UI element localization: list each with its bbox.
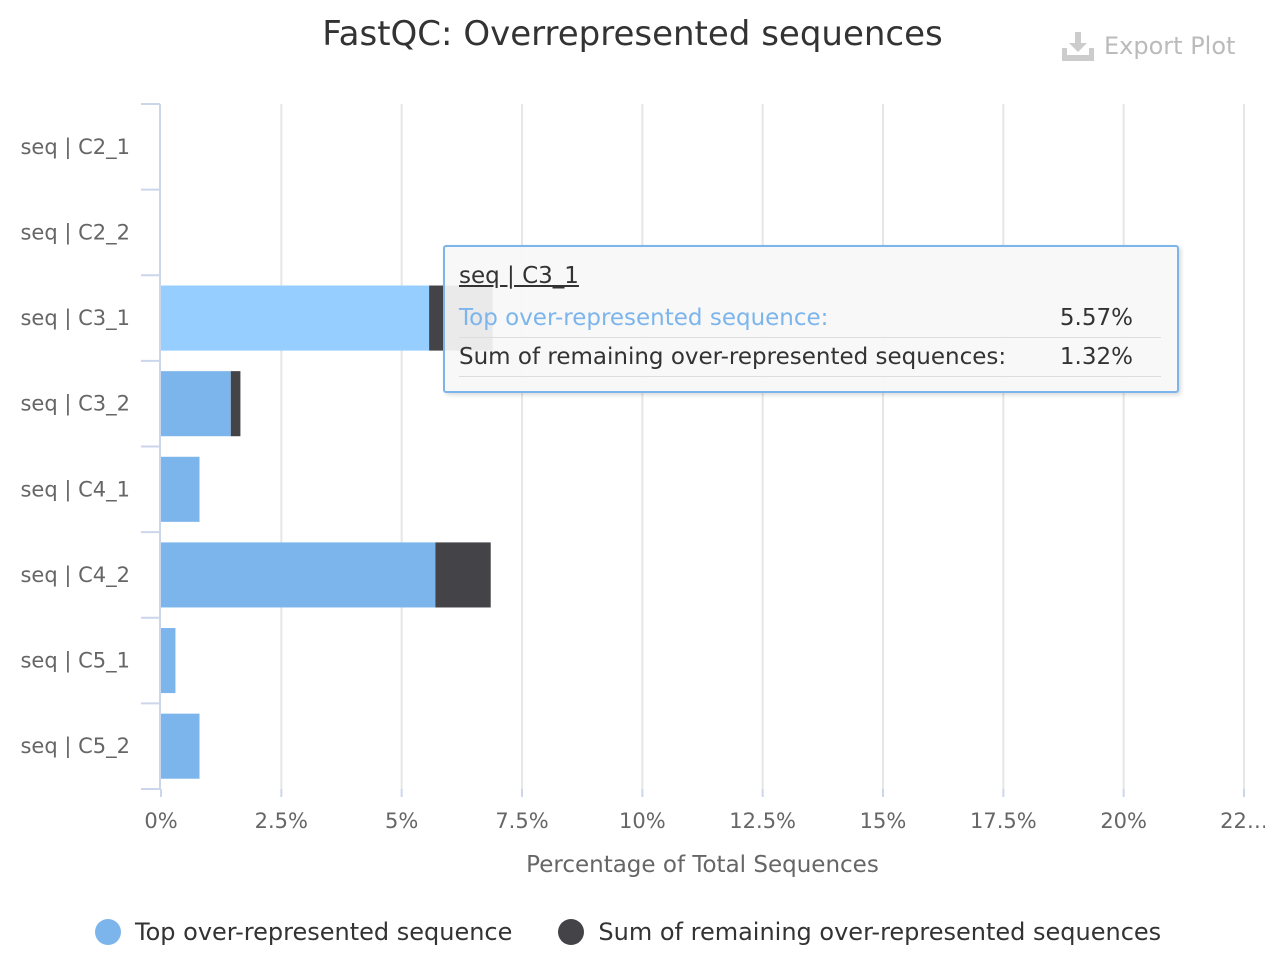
x-axis-tick-label: 5% xyxy=(385,809,418,833)
tooltip-series-value: 5.57% xyxy=(1059,305,1133,331)
bar-top-sequence xyxy=(161,456,200,522)
tooltip-series-value: 1.32% xyxy=(1059,344,1133,370)
x-axis-tick-label: 22… xyxy=(1220,809,1265,833)
y-axis-category-label: seq | C3_2 xyxy=(20,392,130,417)
legend-label-top: Top over-represented sequence xyxy=(135,918,513,946)
bar-remaining-sequences xyxy=(435,542,491,608)
chart-title: FastQC: Overrepresented sequences xyxy=(322,14,943,54)
x-axis-tick-label: 2.5% xyxy=(255,809,308,833)
y-axis-category-label: seq | C2_2 xyxy=(20,220,130,245)
tooltip-series-name: Sum of remaining over-represented sequen… xyxy=(459,344,1007,370)
legend-marker-top xyxy=(95,919,121,945)
tooltip-row-remaining: Sum of remaining over-represented sequen… xyxy=(459,338,1161,377)
tooltip: seq | C3_1 Top over-represented sequence… xyxy=(443,245,1179,393)
y-axis-category-label: seq | C3_1 xyxy=(20,306,130,331)
x-axis-tick-label: 7.5% xyxy=(495,809,548,833)
x-axis-title: Percentage of Total Sequences xyxy=(526,852,879,878)
legend: Top over-represented sequence Sum of rem… xyxy=(95,918,1161,946)
y-axis-category-label: seq | C2_1 xyxy=(20,135,130,160)
legend-item-remaining[interactable]: Sum of remaining over-represented sequen… xyxy=(558,918,1161,946)
legend-item-top[interactable]: Top over-represented sequence xyxy=(95,918,512,946)
tooltip-header: seq | C3_1 xyxy=(459,263,579,289)
download-icon xyxy=(1060,30,1096,62)
export-plot-label: Export Plot xyxy=(1104,32,1236,60)
export-plot-button[interactable]: Export Plot xyxy=(1060,26,1235,66)
bar-top-sequence xyxy=(161,371,231,437)
bar-top-sequence xyxy=(161,285,430,351)
x-axis-tick-label: 20% xyxy=(1100,809,1147,833)
y-axis-category-label: seq | C4_2 xyxy=(20,563,130,588)
y-axis-category-label: seq | C5_1 xyxy=(20,649,130,674)
tooltip-series-name: Top over-represented sequence: xyxy=(459,305,829,331)
legend-label-remaining: Sum of remaining over-represented sequen… xyxy=(598,918,1162,946)
x-axis-tick-label: 0% xyxy=(144,809,177,833)
bar-top-sequence xyxy=(161,628,176,694)
y-axis-category-label: seq | C5_2 xyxy=(20,734,130,759)
x-axis-tick-label: 10% xyxy=(619,809,666,833)
bar-top-sequence xyxy=(161,713,200,779)
x-axis-tick-label: 12.5% xyxy=(729,809,796,833)
bar-top-sequence xyxy=(161,542,436,608)
x-axis-tick-label: 17.5% xyxy=(970,809,1037,833)
bar-remaining-sequences xyxy=(230,371,241,437)
tooltip-row-top: Top over-represented sequence: 5.57% xyxy=(459,299,1161,338)
x-axis-tick-label: 15% xyxy=(860,809,907,833)
legend-marker-remaining xyxy=(558,919,585,945)
y-axis-category-label: seq | C4_1 xyxy=(20,477,130,502)
